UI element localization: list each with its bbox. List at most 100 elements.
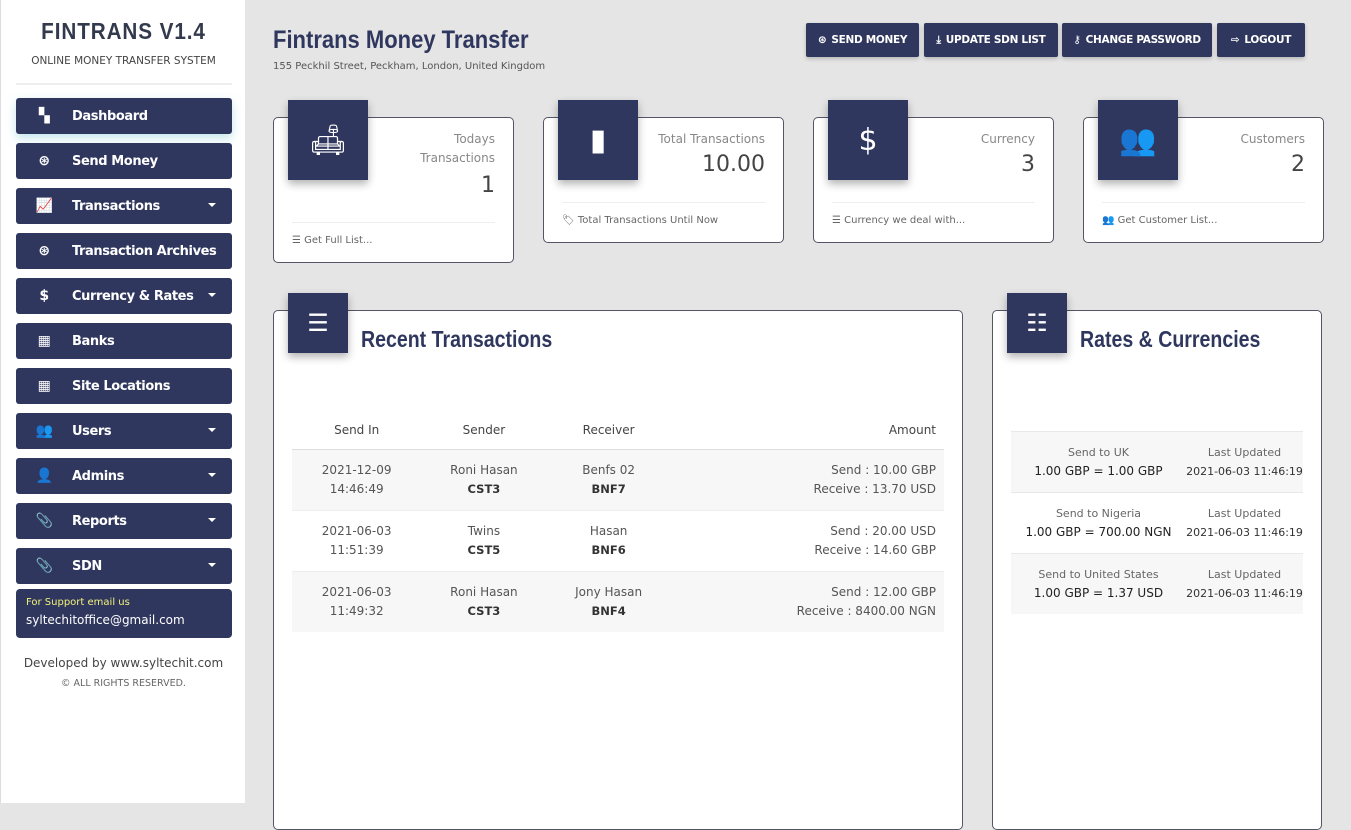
stat-footer-link[interactable]: ☰ Currency we deal with... [832, 202, 1035, 226]
stat-card: $ Currency 3 ☰ Currency we deal with... [813, 100, 1054, 243]
recent-transactions-panel: ☰ Recent Transactions Send In Sender Rec… [273, 293, 963, 830]
stat-label: Currency [980, 132, 1035, 146]
sidebar-item-banks[interactable]: ▦ Banks [16, 323, 232, 359]
brand-logo: FINTRANS V1.4 [41, 18, 206, 44]
footer-icon: 👥 [1102, 215, 1115, 226]
sidebar-item-label: Users [72, 423, 112, 439]
panel-title: Recent Transactions [361, 326, 553, 352]
sidebar-item-label: Admins [72, 468, 124, 484]
sidebar-item-currency-rates[interactable]: $ Currency & Rates [16, 278, 232, 314]
stat-value: 3 [1021, 152, 1035, 177]
sidebar-item-reports[interactable]: 📎 Reports [16, 503, 232, 539]
sender-cell: Twins CST5 [421, 509, 547, 571]
dollar-circle-icon: ⊛ [38, 153, 50, 169]
sidebar-item-dashboard[interactable]: ▚ Dashboard [16, 98, 232, 134]
sidebar-item-transaction-archives[interactable]: ⊛ Transaction Archives [16, 233, 232, 269]
stat-label: Total Transactions [658, 132, 765, 146]
page-title: Fintrans Money Transfer [273, 26, 529, 54]
sidebar-item-sdn[interactable]: 📎 SDN [16, 548, 232, 584]
support-email[interactable]: syltechitoffice@gmail.com [26, 613, 185, 627]
support-label: For Support email us [26, 597, 130, 608]
caret-down-icon [208, 203, 216, 207]
caret-down-icon [208, 428, 216, 432]
sidebar-item-send-money[interactable]: ⊛ Send Money [16, 143, 232, 179]
sidebar-item-label: Reports [72, 513, 127, 529]
dashboard-icon: ▚ [38, 108, 50, 124]
caret-down-icon [208, 473, 216, 477]
rate-row: Send to UK 1.00 GBP = 1.00 GBP Last Update… [1011, 431, 1303, 492]
paperclip-icon: 📎 [35, 558, 53, 574]
caret-down-icon [208, 518, 216, 522]
update-sdn-list-button[interactable]: ⤓ UPDATE SDN LIST [924, 23, 1058, 57]
footer-text: Currency we deal with... [844, 215, 966, 226]
download-icon: ⤓ [936, 33, 941, 46]
sidebar-item-label: Send Money [72, 153, 158, 169]
stat-label: Customers [1240, 132, 1305, 146]
updated-cell: Last Updated 2021-06-03 11:46:19 [1186, 446, 1303, 478]
table-row[interactable]: 2021-06-03 11:49:32 Roni Hasan CST3 Jony Has… [292, 570, 944, 632]
send-in-cell: 2021-12-09 14:46:49 [292, 448, 422, 510]
address: 155 Peckhil Street, Peckham, London, Uni… [273, 61, 546, 72]
menu-icon: ☰ [288, 293, 348, 353]
sofa-icon: 🛋 [288, 100, 368, 180]
rate-cell: Send to United States 1.00 GBP = 1.37 USD [1033, 568, 1164, 600]
stat-label: Todays Transactions [420, 132, 495, 165]
footer-icon: 🏷 [562, 215, 575, 226]
rate-row: Send to United States 1.00 GBP = 1.37 USD… [1011, 553, 1303, 614]
stat-footer-link[interactable]: 👥 Get Customer List... [1102, 202, 1305, 226]
stat-value: 2 [1291, 152, 1305, 177]
dollar-icon: $ [39, 288, 49, 304]
building-icon: ▦ [37, 378, 51, 394]
sidebar-item-admins[interactable]: 👤 Admins [16, 458, 232, 494]
footer-text: Get Full List... [304, 235, 373, 246]
table-row[interactable]: 2021-12-09 14:46:49 Roni Hasan CST3 Benfs 02… [292, 448, 944, 510]
rate-row: Send to Nigeria 1.00 GBP = 700.00 NGN Last… [1011, 492, 1303, 553]
footer-text: Get Customer List... [1117, 215, 1218, 226]
users-icon: 👥 [1098, 100, 1178, 180]
footer-text: Total Transactions Until Now [577, 215, 719, 226]
stat-card: ▮ Total Transactions 10.00 🏷 Total Transact… [543, 100, 784, 243]
table-row[interactable]: 2021-06-03 11:51:39 Twins CST5 Hasan BNF6 Send… [292, 509, 944, 571]
column-header: Sender [421, 411, 547, 450]
change-password-button[interactable]: ⚷ CHANGE PASSWORD [1062, 23, 1212, 57]
sidebar-item-label: Banks [72, 333, 115, 349]
column-header: Amount [670, 411, 944, 450]
caret-down-icon [208, 293, 216, 297]
stat-footer-link[interactable]: ☰ Get Full List... [292, 222, 495, 246]
sender-cell: Roni Hasan CST3 [421, 570, 547, 632]
bar-chart-icon: ▮ [558, 100, 638, 180]
sidebar: FINTRANS V1.4 ONLINE MONEY TRANSFER SYST… [0, 0, 245, 803]
rate-cell: Send to Nigeria 1.00 GBP = 700.00 NGN [1025, 507, 1172, 539]
amount-cell: Send : 10.00 GBP Receive : 13.70 USD [670, 448, 944, 510]
amount-cell: Send : 12.00 GBP Receive : 8400.00 NGN [670, 570, 944, 632]
key-icon: ⚷ [1073, 34, 1081, 46]
list-icon: ☷ [1007, 293, 1067, 353]
dollar-circle-icon: ⊛ [38, 243, 50, 259]
column-header: Receiver [546, 411, 671, 450]
button-label: UPDATE SDN LIST [945, 34, 1046, 46]
sidebar-item-label: Transactions [72, 198, 160, 214]
stat-card: 👥 Customers 2 👥 Get Customer List... [1083, 100, 1324, 243]
button-label: SEND MONEY [831, 34, 908, 46]
support-box: For Support email us syltechitoffice@gma… [16, 589, 232, 638]
receiver-cell: Jony Hasan BNF4 [546, 570, 671, 632]
send-money-button[interactable]: ⊛ SEND MONEY [806, 23, 919, 57]
sidebar-item-users[interactable]: 👥 Users [16, 413, 232, 449]
sidebar-item-label: Transaction Archives [72, 243, 217, 259]
logout-icon: ⇨ [1230, 34, 1240, 46]
logout-button[interactable]: ⇨ LOGOUT [1217, 23, 1305, 57]
updated-cell: Last Updated 2021-06-03 11:46:19 [1186, 568, 1303, 600]
sender-cell: Roni Hasan CST3 [421, 448, 547, 510]
sidebar-item-site-locations[interactable]: ▦ Site Locations [16, 368, 232, 404]
updated-cell: Last Updated 2021-06-03 11:46:19 [1186, 507, 1303, 539]
brand-tagline: ONLINE MONEY TRANSFER SYSTEM [31, 55, 216, 67]
stat-card: 🛋 Todays Transactions 1 ☰ Get Full List... [273, 100, 514, 263]
developed-by: Developed by www.syltechit.com [23, 656, 224, 670]
admin-icon: 👤 [35, 468, 53, 484]
rates-panel: ☷ Rates & Currencies Send to UK 1.00 GBP … [992, 293, 1322, 830]
sidebar-item-transactions[interactable]: 📈 Transactions [16, 188, 232, 224]
button-label: CHANGE PASSWORD [1085, 34, 1201, 46]
copyright: © ALL RIGHTS RESERVED. [61, 678, 186, 689]
footer-icon: ☰ [292, 235, 301, 246]
stat-footer-link[interactable]: 🏷 Total Transactions Until Now [562, 202, 765, 226]
